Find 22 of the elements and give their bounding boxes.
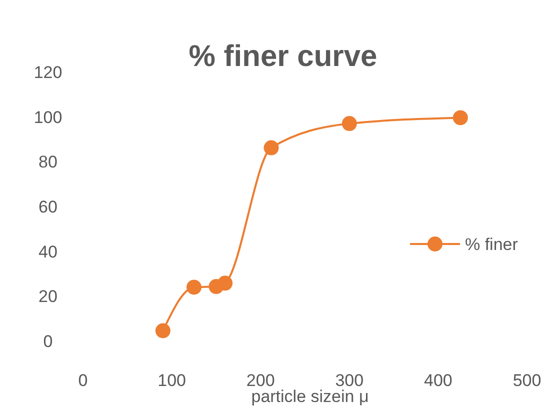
point bbox=[186, 280, 202, 295]
x-tick-label: 300 bbox=[335, 371, 364, 390]
chart-title: % finer curve bbox=[188, 40, 378, 73]
y-tick-label: 20 bbox=[38, 287, 58, 306]
point bbox=[342, 116, 357, 132]
x-tick-label: 500 bbox=[512, 371, 542, 390]
y-tick-label: 40 bbox=[38, 242, 58, 262]
x-tick-label: 100 bbox=[158, 371, 186, 390]
point bbox=[155, 323, 170, 338]
point bbox=[218, 276, 233, 291]
x-tick-label: 400 bbox=[424, 371, 452, 390]
y-tick-label: 0 bbox=[43, 332, 53, 351]
y-tick-label: 60 bbox=[38, 197, 58, 216]
y-tick-label: 80 bbox=[38, 152, 58, 172]
legend-label: % finer bbox=[465, 234, 518, 254]
x-tick-label: 200 bbox=[246, 371, 275, 390]
x-tick-label: 0 bbox=[78, 371, 88, 390]
x-axis-title: particle sizein μ bbox=[251, 387, 369, 406]
y-tick-label: 100 bbox=[34, 108, 62, 127]
y-tick-label: 120 bbox=[34, 62, 62, 82]
point bbox=[452, 110, 468, 126]
point bbox=[264, 140, 279, 156]
